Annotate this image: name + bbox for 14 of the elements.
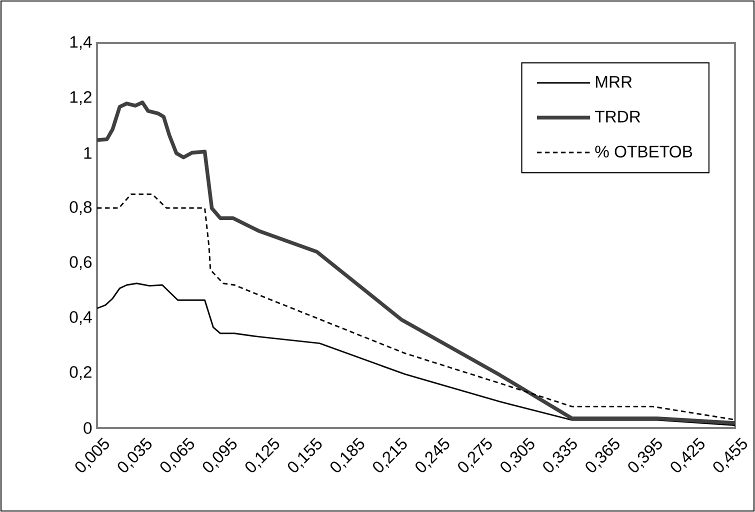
y-tick-label: 1,4 <box>70 36 92 50</box>
legend-label: % ОТВЕТОВ <box>595 146 692 158</box>
y-tick-label: 0,4 <box>70 311 92 325</box>
y-tick-label: 1 <box>84 147 92 159</box>
line-series <box>97 194 735 420</box>
legend-label: MRR <box>596 76 632 88</box>
line-series <box>97 282 735 426</box>
y-tick-label: 0,6 <box>70 256 92 270</box>
legend-label: TRDR <box>594 110 640 122</box>
y-tick-label: 0,8 <box>70 201 92 215</box>
y-tick-label: 0 <box>84 422 92 434</box>
line-series <box>97 100 735 425</box>
y-tick-label: 0,2 <box>70 366 92 380</box>
y-tick-label: 1,2 <box>70 91 92 105</box>
